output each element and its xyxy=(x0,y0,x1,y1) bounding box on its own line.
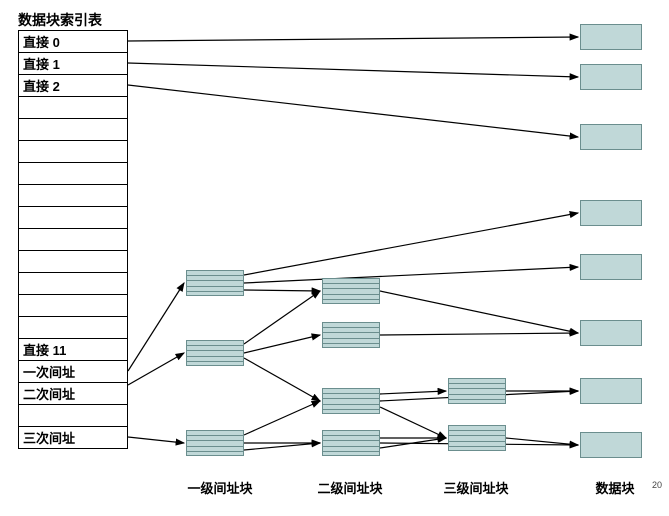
index-cell: 直接 2 xyxy=(18,74,128,97)
index-cell-label: 一次间址 xyxy=(23,362,75,381)
data-block xyxy=(580,200,642,226)
indirect-block xyxy=(322,278,380,304)
page-number: 20 xyxy=(652,480,662,490)
data-block xyxy=(580,254,642,280)
data-block xyxy=(580,64,642,90)
index-cell-label: 直接 11 xyxy=(23,340,66,359)
data-block xyxy=(580,320,642,346)
index-cell: 直接 0 xyxy=(18,30,128,53)
indirect-block xyxy=(186,430,244,456)
arrow xyxy=(244,291,320,344)
indirect-block xyxy=(186,340,244,366)
index-cell-label: 二次间址 xyxy=(23,384,75,403)
index-cell: 一次间址 xyxy=(18,360,128,383)
data-block xyxy=(580,432,642,458)
index-cell-label: 直接 1 xyxy=(23,54,60,73)
column-label: 二级间址块 xyxy=(300,478,400,497)
index-cell-label: 直接 0 xyxy=(23,32,60,51)
index-cell xyxy=(18,294,128,317)
index-cell-label: 三次间址 xyxy=(23,428,75,447)
index-cell: 二次间址 xyxy=(18,382,128,405)
arrow xyxy=(244,267,578,283)
index-cell xyxy=(18,404,128,427)
indirect-block xyxy=(186,270,244,296)
arrow xyxy=(244,213,578,275)
arrow xyxy=(244,335,320,353)
arrow xyxy=(128,437,184,443)
index-cell: 直接 11 xyxy=(18,338,128,361)
arrow xyxy=(244,358,320,401)
indirect-block xyxy=(448,425,506,451)
arrow xyxy=(128,37,578,41)
arrow xyxy=(380,391,446,394)
arrow xyxy=(244,443,320,450)
arrow xyxy=(244,290,320,291)
index-cell xyxy=(18,162,128,185)
indirect-block xyxy=(448,378,506,404)
indirect-block xyxy=(322,388,380,414)
column-label: 一级间址块 xyxy=(170,478,270,497)
column-label: 数据块 xyxy=(575,478,655,497)
index-cell: 直接 1 xyxy=(18,52,128,75)
index-cell xyxy=(18,184,128,207)
arrow xyxy=(380,333,578,335)
indirect-block xyxy=(322,430,380,456)
index-cell xyxy=(18,118,128,141)
data-block xyxy=(580,124,642,150)
arrow xyxy=(244,401,320,435)
arrow xyxy=(380,291,578,333)
index-table-title: 数据块索引表 xyxy=(18,10,102,30)
index-cell xyxy=(18,140,128,163)
index-cell xyxy=(18,206,128,229)
index-cell xyxy=(18,272,128,295)
column-label: 三级间址块 xyxy=(426,478,526,497)
index-cell xyxy=(18,96,128,119)
index-cell: 三次间址 xyxy=(18,426,128,449)
data-block xyxy=(580,378,642,404)
arrow xyxy=(128,85,578,137)
index-cell-label: 直接 2 xyxy=(23,76,60,95)
arrow xyxy=(128,63,578,77)
indirect-block xyxy=(322,322,380,348)
index-cell xyxy=(18,250,128,273)
index-cell xyxy=(18,316,128,339)
data-block xyxy=(580,24,642,50)
arrow xyxy=(380,407,446,438)
index-cell xyxy=(18,228,128,251)
